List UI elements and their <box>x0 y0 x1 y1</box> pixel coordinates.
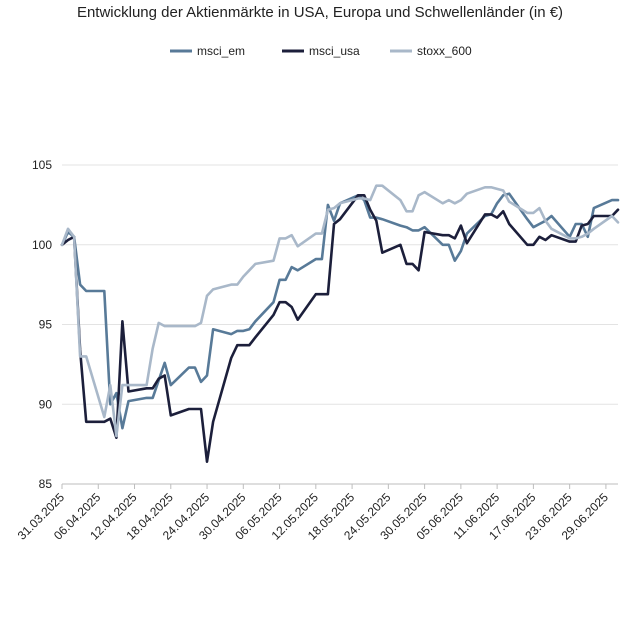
chart-title: Entwicklung der Aktienmärkte in USA, Eur… <box>76 4 564 21</box>
legend-label-msci-usa: msci_usa <box>309 44 360 58</box>
axes: 85909510010531.03.202506.04.202512.04.20… <box>15 158 618 543</box>
series-line-stoxx-600 <box>60 184 620 438</box>
grid <box>62 164 618 405</box>
series-lines <box>60 184 620 463</box>
legend-label-msci-em: msci_em <box>197 44 245 58</box>
legend-label-stoxx-600: stoxx_600 <box>417 44 472 58</box>
legend: msci_em msci_usa stoxx_600 <box>170 44 472 58</box>
series-line-msci-em <box>60 192 620 430</box>
y-tick-label: 95 <box>39 318 53 332</box>
series-line-msci-usa <box>60 194 620 463</box>
y-tick-label: 90 <box>39 397 53 411</box>
y-tick-label: 100 <box>32 238 52 252</box>
y-tick-label: 105 <box>32 158 52 172</box>
y-tick-label: 85 <box>39 477 53 491</box>
